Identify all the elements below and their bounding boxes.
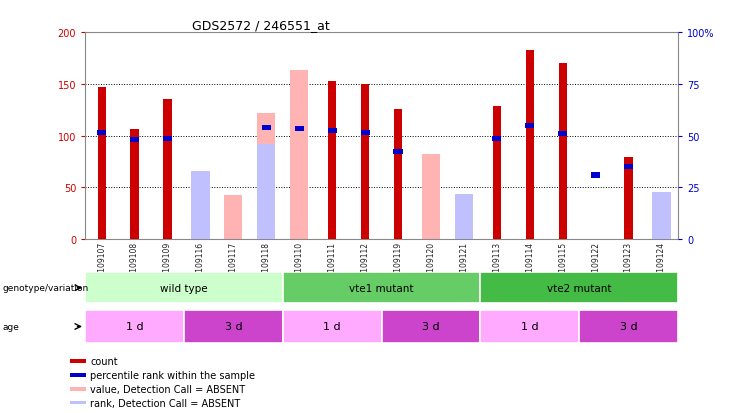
Bar (163, 137, 172, 142)
Bar (361, 131, 370, 136)
Bar (130, 130, 139, 240)
Text: 1 d: 1 d (323, 322, 341, 332)
Bar (558, 132, 568, 137)
Text: 3 d: 3 d (225, 322, 242, 332)
Bar (559, 64, 567, 240)
Text: percentile rank within the sample: percentile rank within the sample (90, 370, 256, 380)
Text: value, Detection Call = ABSENT: value, Detection Call = ABSENT (90, 384, 245, 394)
Text: rank, Detection Call = ABSENT: rank, Detection Call = ABSENT (90, 398, 241, 408)
Text: vte2 mutant: vte2 mutant (547, 283, 611, 293)
Text: vte1 mutant: vte1 mutant (349, 283, 414, 293)
Bar (455, 211, 473, 240)
Text: genotype/variation: genotype/variation (2, 284, 88, 292)
Bar (493, 106, 501, 240)
Bar (70, 359, 86, 363)
Bar (653, 192, 671, 240)
Bar (480, 273, 678, 304)
Bar (98, 88, 106, 240)
Bar (85, 273, 283, 304)
Bar (422, 155, 440, 240)
Bar (394, 109, 402, 240)
Bar (70, 387, 86, 391)
Bar (97, 131, 106, 136)
Bar (70, 401, 86, 404)
Bar (184, 310, 283, 344)
Bar (130, 138, 139, 143)
Bar (653, 207, 671, 240)
Bar (525, 50, 534, 240)
Bar (480, 310, 579, 344)
Bar (525, 123, 534, 128)
Bar (328, 128, 337, 134)
Text: 3 d: 3 d (422, 322, 440, 332)
Bar (283, 273, 480, 304)
Bar (579, 310, 678, 344)
Text: GDS2572 / 246551_at: GDS2572 / 246551_at (192, 19, 330, 32)
Bar (85, 310, 184, 344)
Bar (164, 100, 172, 240)
Bar (393, 149, 402, 154)
Bar (328, 82, 336, 240)
Bar (591, 173, 600, 178)
Text: count: count (90, 356, 118, 366)
Bar (262, 126, 271, 131)
Text: wild type: wild type (160, 283, 207, 293)
Bar (191, 171, 210, 240)
Bar (492, 137, 502, 142)
Text: age: age (2, 322, 19, 331)
Bar (624, 165, 634, 170)
Bar (283, 310, 382, 344)
Bar (295, 126, 304, 132)
Text: 1 d: 1 d (126, 322, 144, 332)
Bar (455, 194, 473, 240)
Text: 3 d: 3 d (619, 322, 637, 332)
Bar (257, 114, 276, 240)
Text: 1 d: 1 d (521, 322, 539, 332)
Bar (361, 85, 369, 240)
Bar (382, 310, 480, 344)
Bar (70, 373, 86, 377)
Bar (290, 71, 308, 240)
Bar (257, 145, 276, 240)
Bar (191, 188, 210, 240)
Bar (625, 158, 633, 240)
Bar (225, 195, 242, 240)
